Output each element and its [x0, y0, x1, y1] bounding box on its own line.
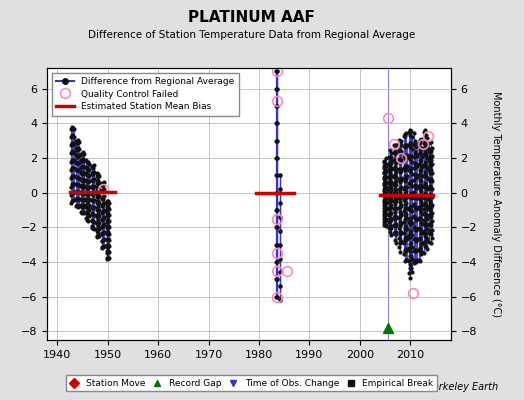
Text: Berkeley Earth: Berkeley Earth — [425, 382, 498, 392]
Legend: Difference from Regional Average, Quality Control Failed, Estimated Station Mean: Difference from Regional Average, Qualit… — [52, 72, 239, 116]
Y-axis label: Monthly Temperature Anomaly Difference (°C): Monthly Temperature Anomaly Difference (… — [491, 91, 501, 317]
Text: Difference of Station Temperature Data from Regional Average: Difference of Station Temperature Data f… — [88, 30, 415, 40]
Legend: Station Move, Record Gap, Time of Obs. Change, Empirical Break: Station Move, Record Gap, Time of Obs. C… — [66, 375, 437, 392]
Text: PLATINUM AAF: PLATINUM AAF — [188, 10, 315, 25]
